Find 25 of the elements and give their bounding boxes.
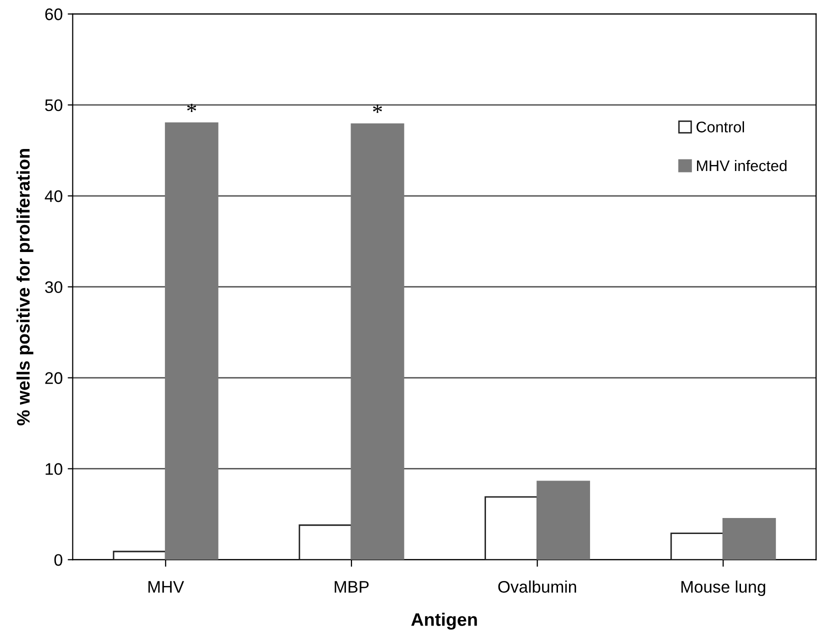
x-tick-label: Mouse lung	[681, 580, 766, 596]
y-tick-label: 20	[45, 372, 62, 384]
legend-label: Control	[696, 121, 744, 132]
bar	[536, 480, 590, 560]
bar	[298, 524, 352, 560]
y-tick-label: 30	[45, 281, 62, 294]
y-tick-label: 60	[45, 8, 62, 20]
legend-label: MHV infected	[697, 160, 786, 172]
x-tick-label: MBP	[334, 581, 369, 593]
annotation: *	[187, 104, 196, 112]
y-tick-label: 10	[46, 463, 62, 475]
y-axis-title: % wells positive for proliferation	[16, 148, 34, 426]
bar	[722, 518, 776, 560]
bar	[350, 123, 404, 560]
y-tick-label: 0	[54, 554, 62, 566]
x-tick-label: MHV	[148, 581, 184, 593]
x-axis-title: Antigen	[411, 612, 477, 630]
x-tick-label: Ovalbumin	[498, 580, 576, 593]
bar	[670, 532, 724, 560]
bar	[112, 550, 166, 560]
bar	[484, 496, 538, 560]
annotation: *	[373, 104, 382, 113]
y-tick-label: 40	[44, 190, 62, 202]
y-tick-label: 50	[45, 99, 62, 112]
bar	[164, 122, 218, 560]
